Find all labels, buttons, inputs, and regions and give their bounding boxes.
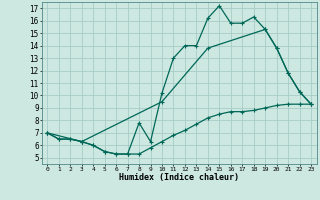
- X-axis label: Humidex (Indice chaleur): Humidex (Indice chaleur): [119, 173, 239, 182]
